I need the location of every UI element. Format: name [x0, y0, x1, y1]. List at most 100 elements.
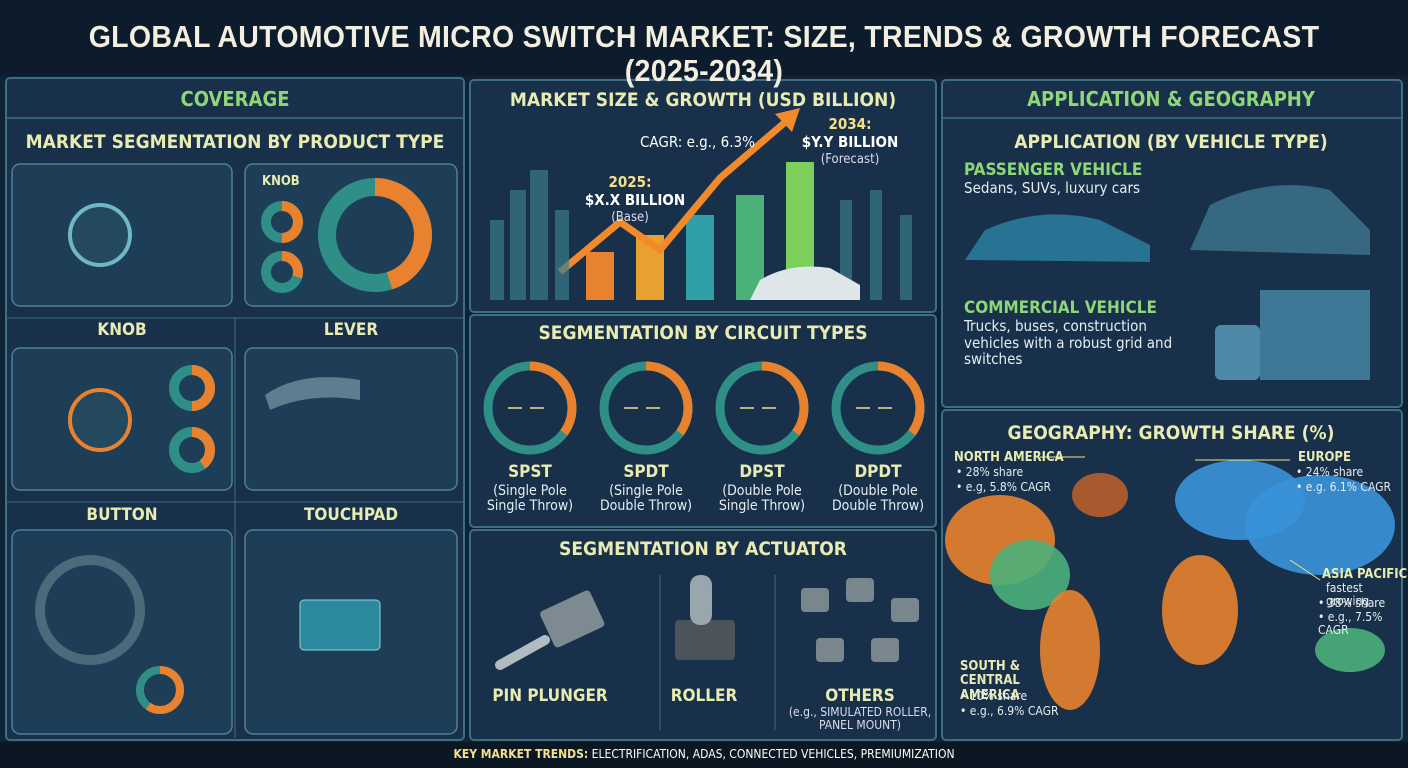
plunger [495, 635, 550, 670]
tile-label: BUTTON [86, 505, 158, 525]
actuator-label: ROLLER [670, 686, 738, 706]
building [870, 190, 882, 300]
inset-label: KNOB [262, 174, 300, 189]
steering-wheel [35, 555, 145, 665]
footer-text: ELECTRIFICATION, ADAS, CONNECTED VEHICLE… [591, 747, 955, 761]
region-cagr: • e.g. 6.1% CAGR [1296, 480, 1392, 494]
actuator-label: PIN PLUNGER [492, 686, 608, 706]
region-name: ASIA PACIFIC [1322, 567, 1408, 582]
panel [469, 314, 937, 528]
subheading: MARKET SEGMENTATION BY PRODUCT TYPE [25, 131, 445, 153]
ring-arc [483, 361, 577, 455]
ring-arc [261, 251, 303, 293]
image-tile [244, 347, 458, 491]
actuator-icon [540, 590, 605, 648]
circuit-description: (Double Pole Single Throw) [718, 483, 806, 515]
actuator-icon [675, 620, 735, 660]
car [965, 214, 1150, 262]
cagr: CAGR: e.g., 6.3% [640, 133, 755, 151]
actuator-icon [891, 598, 919, 622]
map-region [1162, 555, 1238, 665]
circuit-description: (Double Pole Double Throw) [831, 483, 925, 515]
region-share: • 28% share [956, 465, 1024, 479]
application-title: PASSENGER VEHICLE [964, 160, 1143, 180]
base-value: $X.X BILLION [584, 191, 686, 209]
region-share: • 24% share [1296, 465, 1364, 479]
bar [686, 215, 714, 300]
touch-screen [299, 599, 381, 651]
footer-label: KEY MARKET TRENDS: [453, 747, 589, 761]
circuit-code: DPDT [854, 462, 902, 482]
map-region [1315, 628, 1385, 672]
region-name: SOUTH & CENTRAL AMERICA [960, 659, 1020, 703]
car [1190, 185, 1370, 255]
heading: APPLICATION & GEOGRAPHY [1027, 87, 1315, 111]
region-cagr: • e.g., 7.5% CAGR [1318, 610, 1383, 638]
actuator-icon [801, 588, 829, 612]
building [840, 200, 852, 300]
truck-box [1260, 290, 1370, 380]
heading: COVERAGE [180, 87, 290, 111]
subheading: APPLICATION (BY VEHICLE TYPE) [1014, 131, 1328, 153]
circuit-code: SPDT [623, 462, 669, 482]
ring-arc [169, 365, 215, 411]
region-name: NORTH AMERICA [954, 450, 1064, 465]
heading: GEOGRAPHY: GROWTH SHARE (%) [1007, 422, 1335, 444]
actuator-note: (e.g., SIMULATED ROLLER, PANEL MOUNT) [788, 705, 932, 733]
base-note: (Base) [611, 210, 649, 225]
region-share: • 38% share [1318, 596, 1386, 610]
callout [1289, 559, 1321, 581]
ring-arc [831, 361, 925, 455]
map-region [990, 540, 1070, 610]
title-bar [0, 0, 1408, 76]
building [510, 190, 526, 300]
application-description: Sedans, SUVs, luxury cars [964, 179, 1141, 197]
region-name: EUROPE [1298, 450, 1351, 465]
ring-arc [599, 361, 693, 455]
map-region [1245, 475, 1395, 575]
ring-arc [318, 178, 432, 292]
forecast-note: (Forecast) [820, 152, 880, 167]
actuator-icon [816, 638, 844, 662]
roller-arm [690, 575, 712, 625]
title: GLOBAL AUTOMOTIVE MICRO SWITCH MARKET: S… [88, 19, 1320, 89]
knob [68, 388, 132, 452]
circuit-code: DPST [739, 462, 785, 482]
lever [265, 377, 360, 410]
circuit-description: (Single Pole Double Throw) [599, 483, 693, 515]
building [900, 215, 912, 300]
heading: SEGMENTATION BY ACTUATOR [559, 538, 847, 560]
footer-bar [0, 742, 1408, 768]
heading: SEGMENTATION BY CIRCUIT TYPES [538, 322, 868, 344]
ring-arc [715, 361, 809, 455]
growth-arrow [557, 115, 793, 275]
building [555, 210, 569, 300]
circuit-description: (Single Pole Single Throw) [486, 483, 574, 515]
ring-arc [261, 201, 303, 243]
arrow-head [775, 108, 800, 132]
region-share: • 10% share [960, 689, 1028, 703]
forecast-value: $Y.Y BILLION [801, 133, 899, 151]
region-cagr: • e.g, 5.8% CAGR [956, 480, 1052, 494]
tile-label: KNOB [97, 320, 147, 340]
forecast-year: 2034: [828, 115, 872, 133]
car [750, 266, 860, 300]
region-cagr: • e.g., 6.9% CAGR [960, 704, 1059, 718]
base-year: 2025: [608, 173, 652, 191]
tile-label: TOUCHPAD [303, 505, 399, 525]
ring-arc [136, 666, 184, 714]
application-title: COMMERCIAL VEHICLE [964, 298, 1157, 318]
footer: KEY MARKET TRENDS: ELECTRIFICATION, ADAS… [0, 747, 1408, 761]
application-description: Trucks, buses, construction vehicles wit… [964, 317, 1173, 368]
truck-cab [1215, 325, 1260, 380]
tile-label: LEVER [323, 320, 379, 340]
region-note: fastest growing [1326, 581, 1370, 609]
actuator-label: OTHERS [825, 686, 895, 706]
map-region [1072, 473, 1128, 517]
map-region [1040, 590, 1100, 710]
ring-arc [169, 427, 215, 473]
actuator-icon [871, 638, 899, 662]
heading: MARKET SIZE & GROWTH (USD BILLION) [509, 89, 897, 111]
